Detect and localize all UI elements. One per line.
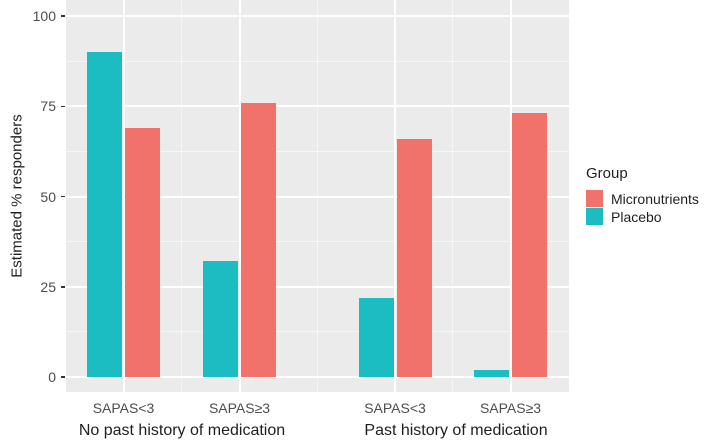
legend-item-micronutrients: Micronutrients — [586, 190, 699, 207]
gridline-x-1 — [238, 0, 241, 392]
y-tick-label-75: 75 — [40, 98, 56, 115]
bar-placebo-1 — [203, 261, 238, 377]
bar-placebo-2 — [359, 297, 394, 377]
gridline-x-3 — [509, 0, 512, 392]
legend-title: Group — [586, 165, 628, 182]
y-tick-mark-75 — [61, 105, 65, 107]
facet-label-1: Past history of medication — [364, 422, 548, 439]
bar-placebo-0 — [87, 52, 122, 377]
gridline-x-minor-1 — [316, 0, 318, 392]
bar-micronutrients-3 — [512, 113, 547, 377]
legend-label-placebo: Placebo — [611, 208, 662, 225]
y-tick-mark-25 — [61, 286, 65, 288]
x-category-label-2: SAPAS<3 — [364, 400, 426, 416]
x-category-label-1: SAPAS≥3 — [208, 400, 271, 416]
plot-panel — [66, 0, 569, 392]
legend-item-placebo: Placebo — [586, 208, 699, 225]
bar-placebo-3 — [474, 369, 509, 377]
gridline-x-minor-0 — [181, 0, 182, 392]
x-category-label-0: SAPAS<3 — [92, 400, 155, 416]
bar-micronutrients-0 — [125, 127, 160, 377]
bar-micronutrients-1 — [241, 102, 276, 377]
legend-label-micronutrients: Micronutrients — [611, 190, 699, 207]
bar-micronutrients-2 — [397, 138, 432, 377]
y-tick-mark-0 — [61, 376, 65, 378]
y-tick-mark-50 — [61, 195, 65, 198]
y-tick-label-0: 0 — [48, 369, 56, 385]
gridline-x-2 — [394, 0, 396, 392]
gridline-x-0 — [122, 0, 125, 392]
gridline-x-minor-2 — [452, 0, 454, 392]
y-tick-label-25: 25 — [40, 278, 56, 295]
facet-label-0: No past history of medication — [78, 422, 286, 439]
y-tick-label-50: 50 — [40, 188, 56, 205]
y-tick-mark-100 — [61, 15, 65, 17]
legend: Group Micronutrients Placebo — [586, 165, 699, 226]
legend-swatch-micronutrients-icon — [586, 190, 603, 207]
y-tick-label-100: 100 — [32, 8, 56, 24]
x-category-label-3: SAPAS≥3 — [479, 400, 542, 416]
legend-swatch-placebo-icon — [586, 208, 603, 225]
